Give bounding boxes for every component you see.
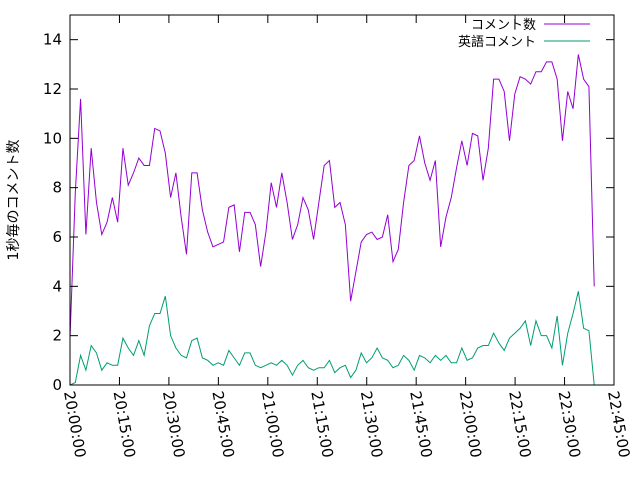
x-tick-label: 20:00:00 [60,390,89,459]
x-tick-label: 22:45:00 [604,390,633,459]
x-tick-label: 22:15:00 [505,390,534,459]
series-line-english-comments [69,291,595,386]
x-tick-label: 21:00:00 [258,390,287,459]
x-tick-label: 21:30:00 [357,390,386,459]
x-tick-label: 20:15:00 [110,390,139,459]
plot-frame [69,14,615,386]
x-axis-ticks: 20:00:00 20:15:00 20:30:00 20:45:00 21:00:00… [60,15,633,459]
x-tick-label: 21:45:00 [406,390,435,459]
y-tick-label: 10 [43,129,62,147]
x-tick-label: 22:30:00 [555,390,584,459]
y-tick-label: 8 [52,179,62,197]
x-tick-label: 20:45:00 [208,390,237,459]
x-tick-label: 20:30:00 [159,390,188,459]
y-tick-label: 0 [52,376,62,394]
plot-lines [69,54,595,386]
y-tick-label: 2 [52,327,62,345]
y-axis-ticks: 0 2 4 6 8 10 12 14 [43,31,614,394]
y-tick-label: 6 [52,228,62,246]
legend: コメント数 英語コメント [458,18,590,50]
x-tick-label: 21:15:00 [307,390,336,459]
series-line-comments [69,54,595,339]
legend-label-english-comments: 英語コメント [458,34,536,50]
y-tick-label: 12 [43,80,62,98]
y-axis-title: 1秒毎のコメント数 [6,140,22,261]
legend-label-comments: コメント数 [471,18,536,33]
y-tick-label: 14 [43,31,62,49]
x-tick-label: 22:00:00 [456,390,485,459]
y-tick-label: 4 [52,277,62,295]
